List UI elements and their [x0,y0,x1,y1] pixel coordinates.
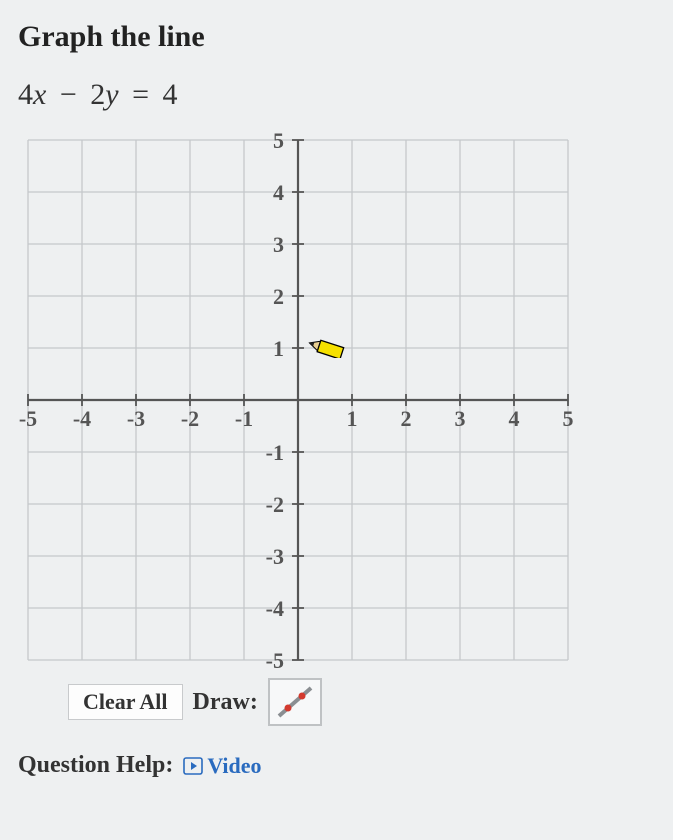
svg-text:-2: -2 [266,492,284,517]
svg-text:5: 5 [273,130,284,153]
video-help-text: Video [207,753,261,779]
svg-text:-4: -4 [266,596,284,621]
svg-text:4: 4 [509,406,520,431]
line-tool-icon [273,682,317,722]
question-help-row: Question Help: Video [18,752,655,779]
svg-text:1: 1 [347,406,358,431]
equation: 4x − 2y = 4 [18,78,655,112]
svg-text:-2: -2 [181,406,199,431]
svg-text:3: 3 [273,232,284,257]
svg-text:3: 3 [455,406,466,431]
equation-var2: y [105,78,118,111]
equation-var1: x [33,78,46,111]
svg-text:4: 4 [273,180,284,205]
svg-text:1: 1 [273,336,284,361]
svg-text:2: 2 [401,406,412,431]
svg-text:-5: -5 [19,406,37,431]
draw-tool-line[interactable] [268,678,322,726]
question-help-label: Question Help: [18,752,173,779]
controls-row: Clear All Draw: [68,678,655,726]
svg-text:-3: -3 [127,406,145,431]
svg-text:-1: -1 [235,406,253,431]
equation-eq: = [126,78,155,111]
svg-text:-4: -4 [73,406,91,431]
play-icon [183,756,203,776]
svg-text:-1: -1 [266,440,284,465]
equation-coef-a: 4 [18,78,33,111]
graph-canvas[interactable]: -5 -4 -3 -2 -1 1 2 3 4 5 5 4 3 2 1 -1 -2 -3 -4 -5 [18,130,578,670]
equation-op: − [54,78,83,111]
equation-coef-b: 2 [90,78,105,111]
clear-all-button[interactable]: Clear All [68,684,183,720]
equation-c: 4 [163,78,178,111]
svg-text:-5: -5 [266,648,284,670]
video-help-link[interactable]: Video [183,753,261,779]
svg-text:2: 2 [273,284,284,309]
svg-text:-3: -3 [266,544,284,569]
svg-text:5: 5 [563,406,574,431]
coordinate-grid: -5 -4 -3 -2 -1 1 2 3 4 5 5 4 3 2 1 -1 -2 -3 -4 -5 [18,130,578,670]
draw-label: Draw: [193,689,258,716]
prompt-title: Graph the line [18,20,655,54]
